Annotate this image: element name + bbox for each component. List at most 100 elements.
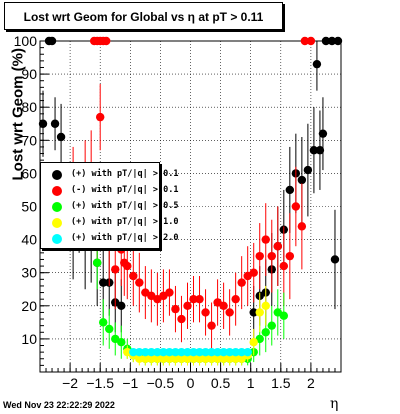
data-point bbox=[99, 318, 108, 327]
legend-entry: (+) with pT/|q| > 1.0 bbox=[41, 215, 178, 231]
data-point bbox=[147, 347, 156, 357]
data-point bbox=[201, 354, 210, 363]
data-point bbox=[201, 347, 210, 357]
data-point bbox=[135, 354, 144, 363]
legend-marker-green bbox=[52, 202, 62, 212]
data-point bbox=[285, 251, 295, 261]
data-point bbox=[261, 301, 270, 310]
x-tick-label: 1 bbox=[247, 375, 255, 391]
data-point bbox=[219, 354, 228, 363]
data-point bbox=[297, 175, 307, 185]
data-point bbox=[231, 347, 240, 357]
data-point bbox=[50, 119, 60, 128]
y-tick-label: 10 bbox=[21, 331, 37, 347]
data-point bbox=[249, 268, 258, 277]
data-point bbox=[171, 347, 180, 357]
legend-label: (+) with pT/|q| > 1.0 bbox=[71, 217, 179, 227]
data-point bbox=[123, 261, 132, 271]
data-point bbox=[279, 261, 289, 271]
data-point bbox=[273, 242, 282, 251]
data-point bbox=[189, 347, 198, 357]
legend-entry: (+) with pT/|q| > 0.5 bbox=[41, 199, 178, 215]
data-point bbox=[102, 36, 111, 46]
x-tick-label: −1 bbox=[122, 375, 138, 391]
data-point bbox=[56, 132, 66, 142]
timestamp: Wed Nov 23 22:22:29 2022 bbox=[3, 400, 115, 410]
data-point bbox=[219, 301, 228, 310]
data-point bbox=[207, 321, 216, 330]
data-point bbox=[243, 347, 252, 357]
data-point bbox=[189, 354, 198, 363]
data-point bbox=[315, 146, 325, 155]
data-point bbox=[231, 354, 240, 363]
legend-marker-black bbox=[52, 170, 62, 180]
data-point bbox=[183, 354, 192, 363]
data-point bbox=[330, 255, 340, 264]
y-tick-label: 90 bbox=[21, 66, 37, 82]
y-tick-label: 50 bbox=[21, 199, 37, 215]
data-point bbox=[213, 354, 222, 363]
legend-label: (+) with pT/|q| > 0.1 bbox=[71, 169, 179, 179]
x-tick-label: −2 bbox=[62, 375, 78, 391]
data-point bbox=[255, 308, 264, 317]
legend-label: (-) with pT/|q| > 0.1 bbox=[71, 185, 179, 195]
y-tick-label: 100 bbox=[14, 33, 38, 49]
data-point bbox=[318, 129, 328, 138]
data-point bbox=[47, 36, 57, 46]
data-point bbox=[237, 278, 246, 287]
data-point bbox=[303, 165, 313, 175]
y-tick-label: 30 bbox=[21, 265, 37, 281]
data-point bbox=[201, 308, 210, 317]
data-point bbox=[195, 347, 204, 357]
y-tick-label: 40 bbox=[21, 232, 37, 248]
data-point bbox=[129, 347, 138, 357]
data-point bbox=[333, 36, 343, 46]
legend-entry: (+) with pT/|q| > 2.0 bbox=[41, 231, 178, 247]
x-axis-label: η bbox=[330, 396, 339, 412]
data-point bbox=[147, 354, 156, 363]
data-point bbox=[207, 354, 216, 363]
y-tick-label: 20 bbox=[21, 298, 37, 314]
ticks-layer bbox=[40, 40, 336, 372]
chart-title: Lost wrt Geom for Global vs η at pT > 0.… bbox=[23, 10, 264, 24]
legend-label: (+) with pT/|q| > 0.5 bbox=[71, 201, 179, 211]
x-tick-label: −1.5 bbox=[86, 375, 114, 391]
data-point bbox=[92, 258, 102, 267]
data-point bbox=[306, 36, 316, 46]
data-point bbox=[249, 338, 258, 347]
data-point bbox=[117, 338, 126, 347]
legend-entry: (-) with pT/|q| > 0.1 bbox=[41, 183, 178, 199]
x-tick-label: 0.5 bbox=[211, 375, 231, 391]
data-point bbox=[249, 308, 258, 317]
data-point bbox=[255, 251, 264, 261]
legend-marker-cyan bbox=[52, 234, 62, 244]
data-point bbox=[129, 271, 138, 281]
data-point bbox=[153, 354, 162, 363]
data-point bbox=[309, 146, 319, 155]
legend-label: (+) with pT/|q| > 2.0 bbox=[71, 233, 179, 243]
data-point bbox=[96, 112, 105, 122]
data-point bbox=[213, 347, 222, 357]
data-point bbox=[267, 321, 276, 330]
data-point bbox=[312, 59, 322, 69]
x-tick-label: 1.5 bbox=[271, 375, 291, 391]
data-point bbox=[177, 347, 186, 357]
data-point bbox=[165, 288, 174, 297]
y-tick-label: 60 bbox=[21, 165, 37, 181]
data-point bbox=[297, 222, 307, 231]
legend-entry: (+) with pT/|q| > 0.1 bbox=[41, 167, 178, 183]
data-point bbox=[159, 347, 168, 357]
data-point bbox=[111, 265, 120, 274]
chart-title-box: Lost wrt Geom for Global vs η at pT > 0.… bbox=[4, 2, 283, 30]
data-point bbox=[165, 354, 174, 363]
legend: (+) with pT/|q| > 0.1 (-) with pT/|q| > … bbox=[40, 162, 178, 249]
data-point bbox=[300, 36, 310, 46]
data-point bbox=[225, 308, 234, 317]
data-point bbox=[291, 202, 301, 211]
data-point bbox=[171, 354, 180, 363]
data-point bbox=[141, 354, 150, 363]
data-point bbox=[231, 294, 240, 304]
data-point bbox=[183, 301, 192, 310]
data-point bbox=[141, 347, 150, 357]
x-tick-label: 2 bbox=[307, 375, 315, 391]
